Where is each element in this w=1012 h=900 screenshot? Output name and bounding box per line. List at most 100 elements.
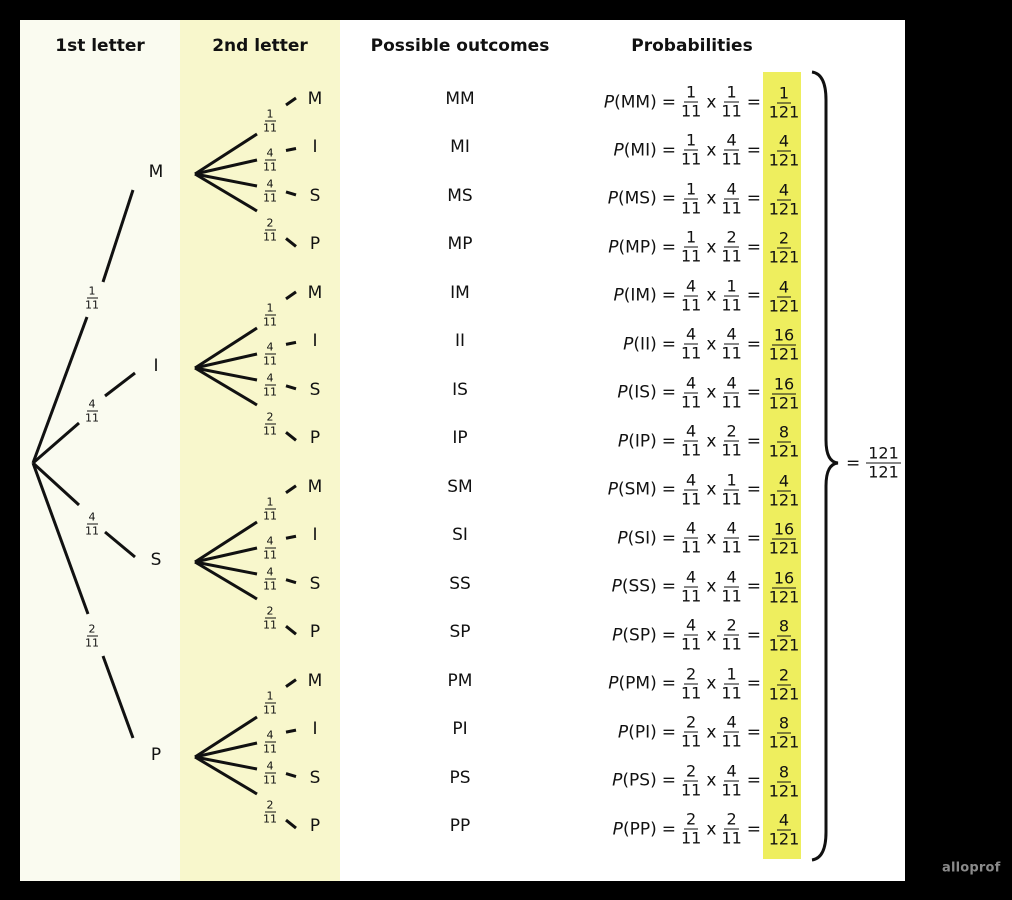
prob-label: P — [613, 285, 624, 306]
first-branch-probability: 4 11 — [85, 397, 99, 425]
equals-sign: = — [661, 237, 676, 258]
second-letter-S: S — [309, 573, 321, 594]
alloprof-logo: alloprof — [942, 860, 1001, 876]
second-branch-probability: 4 11 — [263, 371, 277, 399]
fraction: 1 11 — [680, 82, 702, 121]
equals-sign: = — [746, 285, 761, 306]
equals-sign: = — [746, 770, 761, 791]
equals-sign: = — [746, 92, 761, 112]
second-branch-probability: 2 11 — [263, 604, 277, 632]
second-letter-I: I — [312, 719, 318, 740]
equals-sign: = — [661, 382, 676, 403]
second-letter-P: P — [309, 816, 321, 837]
probability-equation: P (SS) = 4 11 x 4 11 = 16 121 — [612, 568, 802, 605]
fraction: 2 11 — [680, 712, 702, 751]
equals-sign: = — [746, 431, 761, 452]
times-sign: x — [706, 673, 717, 694]
second-branch-probability: 1 11 — [263, 495, 277, 523]
prob-label: P — [608, 237, 619, 258]
prob-label: P — [603, 92, 615, 112]
fraction: 2 11 — [721, 227, 742, 266]
equals-sign: = — [661, 479, 676, 500]
fraction: 4 11 — [721, 373, 742, 412]
times-sign: x — [706, 722, 717, 743]
fraction: 8 121 — [768, 616, 800, 655]
fraction: 4 121 — [768, 810, 800, 849]
prob-label: P — [612, 770, 623, 791]
fraction: 4 121 — [768, 180, 800, 219]
prob-event: (MP) — [618, 237, 657, 258]
fraction: 2 11 — [721, 421, 742, 460]
second-letter-I: I — [312, 137, 318, 158]
second-letter-column — [180, 20, 340, 881]
probability-equation: P (PS) = 2 11 x 4 11 = 8 121 — [612, 762, 802, 799]
prob-label: P — [612, 625, 623, 646]
outcome-IS: IS — [452, 379, 468, 400]
fraction: 2 11 — [680, 809, 702, 848]
prob-label: P — [617, 431, 629, 452]
fraction: 1 11 — [680, 227, 702, 266]
second-letter-P: P — [309, 234, 321, 255]
fraction: 2 121 — [768, 665, 800, 704]
second-branch-probability: 1 11 — [263, 107, 277, 135]
fraction: 4 11 — [721, 518, 742, 557]
fraction: 8 121 — [768, 762, 800, 801]
probability-equation: P (II) = 4 11 x 4 11 = 16 121 — [623, 326, 802, 363]
second-branch-probability: 2 11 — [263, 798, 277, 826]
fraction: 8 121 — [768, 713, 800, 752]
times-sign: x — [706, 770, 717, 791]
equals-sign: = — [746, 188, 761, 209]
equals-sign: = — [746, 140, 761, 161]
fraction: 4 11 — [721, 712, 742, 751]
fraction: 16 121 — [768, 325, 800, 364]
fraction: 1 121 — [768, 83, 800, 122]
header-first-letter: 1st letter — [55, 36, 145, 56]
prob-event: (MM) — [614, 92, 657, 112]
second-letter-I: I — [312, 525, 318, 546]
equals-sign: = — [661, 770, 676, 791]
prob-label: P — [623, 334, 634, 355]
equals-sign: = — [746, 625, 761, 646]
second-branch-probability: 4 11 — [263, 565, 277, 593]
prob-label: P — [608, 673, 619, 694]
prob-event: (PS) — [622, 770, 657, 791]
first-branch-probability: 4 11 — [85, 510, 99, 538]
first-letter-S: S — [150, 550, 162, 570]
fraction: 4 121 — [768, 471, 800, 510]
probability-equation: P (IM) = 4 11 x 1 11 = 4 121 — [614, 277, 803, 314]
outcome-IM: IM — [450, 282, 470, 303]
fraction: 4 11 — [680, 276, 702, 315]
equals-sign: = — [661, 576, 676, 597]
curly-brace-icon — [811, 70, 839, 862]
second-letter-I: I — [312, 331, 318, 352]
times-sign: x — [706, 140, 717, 161]
equals-sign: = — [661, 528, 676, 549]
times-sign: x — [706, 334, 717, 355]
probability-equation: P (PP) = 2 11 x 2 11 = 4 121 — [613, 811, 802, 848]
outcome-PI: PI — [452, 719, 468, 740]
probability-equation: P (IP) = 4 11 x 2 11 = 8 121 — [618, 423, 802, 460]
second-branch-probability: 2 11 — [263, 216, 277, 244]
fraction: 16 121 — [768, 568, 800, 607]
equals-sign: = — [661, 92, 676, 112]
second-letter-M: M — [307, 282, 323, 303]
second-letter-M: M — [307, 476, 323, 497]
prob-label: P — [607, 479, 618, 500]
equals-sign: = — [746, 576, 761, 597]
times-sign: x — [706, 382, 717, 403]
prob-event: (IP) — [628, 431, 657, 452]
header-second-letter: 2nd letter — [212, 36, 308, 56]
second-branch-probability: 4 11 — [263, 177, 277, 205]
second-branch-probability: 1 11 — [263, 301, 277, 329]
fraction: 4 11 — [680, 567, 702, 606]
second-letter-S: S — [309, 767, 321, 788]
prob-label: P — [607, 188, 618, 209]
equals-sign: = — [746, 528, 761, 549]
outcome-MI: MI — [450, 137, 470, 158]
prob-label: P — [612, 819, 623, 840]
equals-sign: = — [746, 237, 761, 258]
probability-equation: P (PM) = 2 11 x 1 11 = 2 121 — [608, 665, 802, 702]
outcome-PS: PS — [449, 767, 471, 788]
probability-equation: P (SI) = 4 11 x 4 11 = 16 121 — [617, 520, 802, 557]
